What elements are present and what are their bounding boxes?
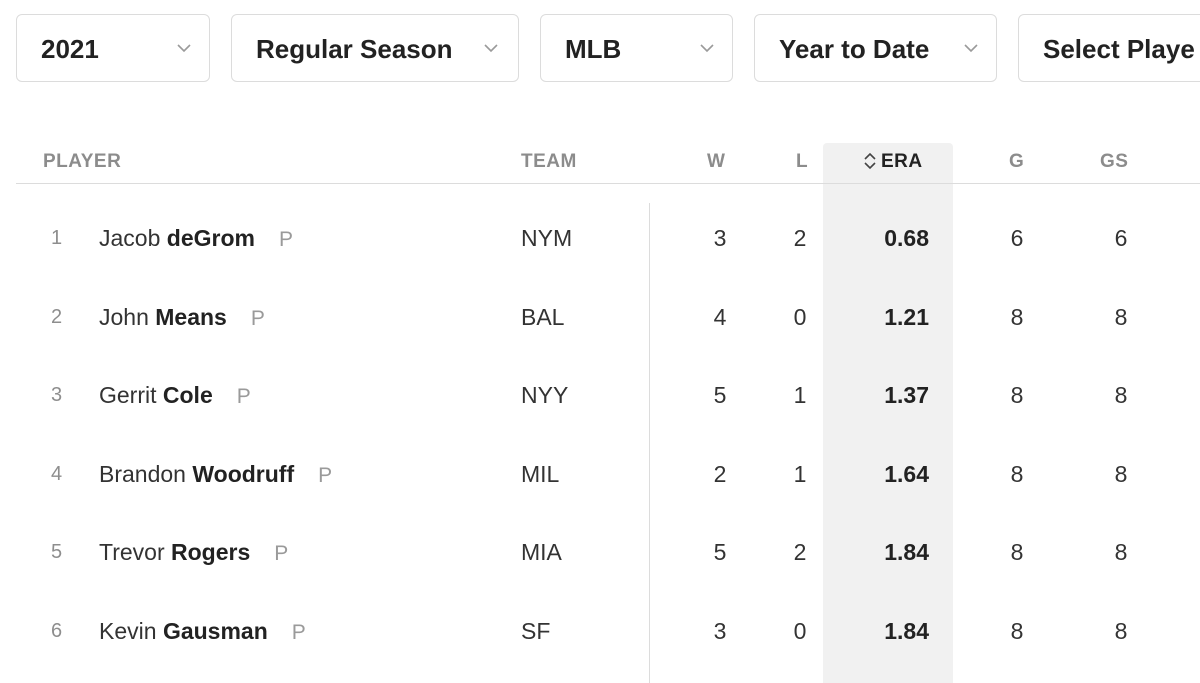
losses-value: 2: [793, 225, 807, 251]
wins-value: 5: [713, 539, 727, 565]
header-team[interactable]: TEAM: [521, 151, 577, 172]
player-name-link[interactable]: Trevor Rogers P: [99, 513, 288, 593]
select-player-dropdown[interactable]: Select Playe: [1018, 14, 1200, 82]
league-label: MLB: [565, 34, 622, 64]
games-started-value: 8: [1114, 382, 1128, 408]
header-gs[interactable]: GS: [1100, 151, 1129, 172]
player-position: P: [318, 463, 333, 487]
row-rank: 2: [51, 305, 63, 328]
losses-value: 1: [793, 382, 807, 408]
player-first-name: Brandon: [99, 460, 193, 487]
select-player-label: Select Playe: [1043, 34, 1195, 64]
team-abbr[interactable]: MIA: [521, 539, 562, 565]
sort-icon: [864, 152, 876, 170]
player-last-name: Rogers: [171, 539, 251, 565]
wins-value: 5: [713, 382, 727, 408]
row-rank: 4: [51, 462, 63, 485]
era-value: 0.68: [884, 225, 929, 251]
losses-value: 0: [793, 303, 807, 330]
table-row[interactable]: 3 Gerrit Cole P NYY 5 1 1.37 8 8: [16, 356, 1200, 434]
games-value: 6: [1010, 225, 1024, 251]
table-header: PLAYER TEAM W L ERA G GS: [16, 143, 1200, 184]
chevron-down-icon: [964, 44, 978, 53]
season-year-label: 2021: [41, 34, 99, 64]
player-last-name: Gausman: [162, 617, 268, 644]
era-value: 1.84: [884, 617, 929, 644]
header-player[interactable]: PLAYER: [43, 151, 122, 172]
filter-bar: 2021 Regular Season MLB Year to Date Sel…: [16, 14, 1200, 84]
player-last-name: deGrom: [166, 225, 255, 251]
row-rank: 5: [51, 541, 63, 563]
table-row[interactable]: 2 John Means P BAL 4 0 1.21 8 8: [16, 278, 1200, 356]
team-abbr[interactable]: SF: [521, 617, 551, 644]
season-type-label: Regular Season: [256, 34, 453, 64]
league-dropdown[interactable]: MLB: [540, 14, 733, 82]
games-value: 8: [1010, 539, 1024, 565]
row-rank: 1: [51, 227, 63, 249]
losses-value: 1: [793, 460, 807, 487]
player-last-name: Cole: [162, 382, 213, 408]
losses-value: 2: [793, 539, 807, 565]
losses-value: 0: [793, 617, 807, 644]
player-name-link[interactable]: Kevin Gausman P: [99, 592, 306, 672]
games-value: 8: [1010, 617, 1024, 644]
games-started-value: 8: [1114, 617, 1128, 644]
column-divider: [649, 203, 650, 683]
header-era[interactable]: ERA: [863, 143, 923, 181]
table-row[interactable]: 4 Brandon Woodruff P MIL 2 1 1.64 8 8: [16, 435, 1200, 513]
wins-value: 3: [713, 225, 727, 251]
player-first-name: John: [99, 303, 156, 330]
player-position: P: [278, 228, 293, 251]
games-started-value: 8: [1114, 460, 1128, 487]
chevron-down-icon: [177, 44, 191, 53]
header-l[interactable]: L: [796, 151, 809, 172]
season-year-dropdown[interactable]: 2021: [16, 14, 210, 82]
games-value: 8: [1010, 460, 1024, 487]
games-started-value: 8: [1114, 539, 1128, 565]
games-started-value: 8: [1114, 303, 1128, 330]
table-row[interactable]: 5 Trevor Rogers P MIA 5 2 1.84 8 8: [16, 513, 1200, 591]
era-value: 1.64: [884, 460, 929, 487]
wins-value: 3: [713, 617, 727, 644]
table-row[interactable]: 6 Kevin Gausman P SF 3 0 1.84 8 8: [16, 592, 1200, 670]
table-row[interactable]: 1 Jacob deGrom P NYM 3 2 0.68 6 6: [16, 199, 1200, 277]
player-first-name: Gerrit: [99, 382, 163, 408]
player-position: P: [250, 306, 265, 330]
player-first-name: Kevin: [99, 617, 163, 644]
date-range-label: Year to Date: [779, 34, 930, 64]
header-era-label: ERA: [881, 151, 923, 172]
player-position: P: [236, 385, 251, 408]
chevron-down-icon: [700, 44, 714, 53]
season-type-dropdown[interactable]: Regular Season: [231, 14, 519, 82]
games-value: 8: [1010, 382, 1024, 408]
era-value: 1.21: [884, 303, 929, 330]
team-abbr[interactable]: MIL: [521, 460, 560, 487]
player-position: P: [291, 620, 306, 644]
player-name-link[interactable]: Brandon Woodruff P: [99, 435, 332, 515]
team-abbr[interactable]: NYY: [521, 382, 569, 408]
team-abbr[interactable]: NYM: [521, 225, 573, 251]
era-value: 1.84: [884, 539, 929, 565]
row-rank: 3: [51, 384, 63, 406]
player-first-name: Jacob: [99, 225, 167, 251]
wins-value: 2: [713, 460, 727, 487]
header-g[interactable]: G: [1009, 151, 1025, 172]
chevron-down-icon: [484, 44, 498, 53]
player-first-name: Trevor: [99, 539, 171, 565]
player-last-name: Woodruff: [192, 460, 295, 487]
era-value: 1.37: [884, 382, 929, 408]
date-range-dropdown[interactable]: Year to Date: [754, 14, 997, 82]
wins-value: 4: [713, 303, 727, 330]
games-started-value: 6: [1114, 225, 1128, 251]
team-abbr[interactable]: BAL: [521, 303, 565, 330]
player-last-name: Means: [155, 303, 227, 330]
player-name-link[interactable]: Gerrit Cole P: [99, 356, 251, 436]
player-name-link[interactable]: John Means P: [99, 278, 265, 358]
player-position: P: [274, 542, 289, 565]
sorted-column-highlight: [823, 143, 953, 683]
games-value: 8: [1010, 303, 1024, 330]
player-name-link[interactable]: Jacob deGrom P: [99, 199, 293, 279]
header-w[interactable]: W: [707, 151, 726, 172]
row-rank: 6: [51, 619, 63, 642]
